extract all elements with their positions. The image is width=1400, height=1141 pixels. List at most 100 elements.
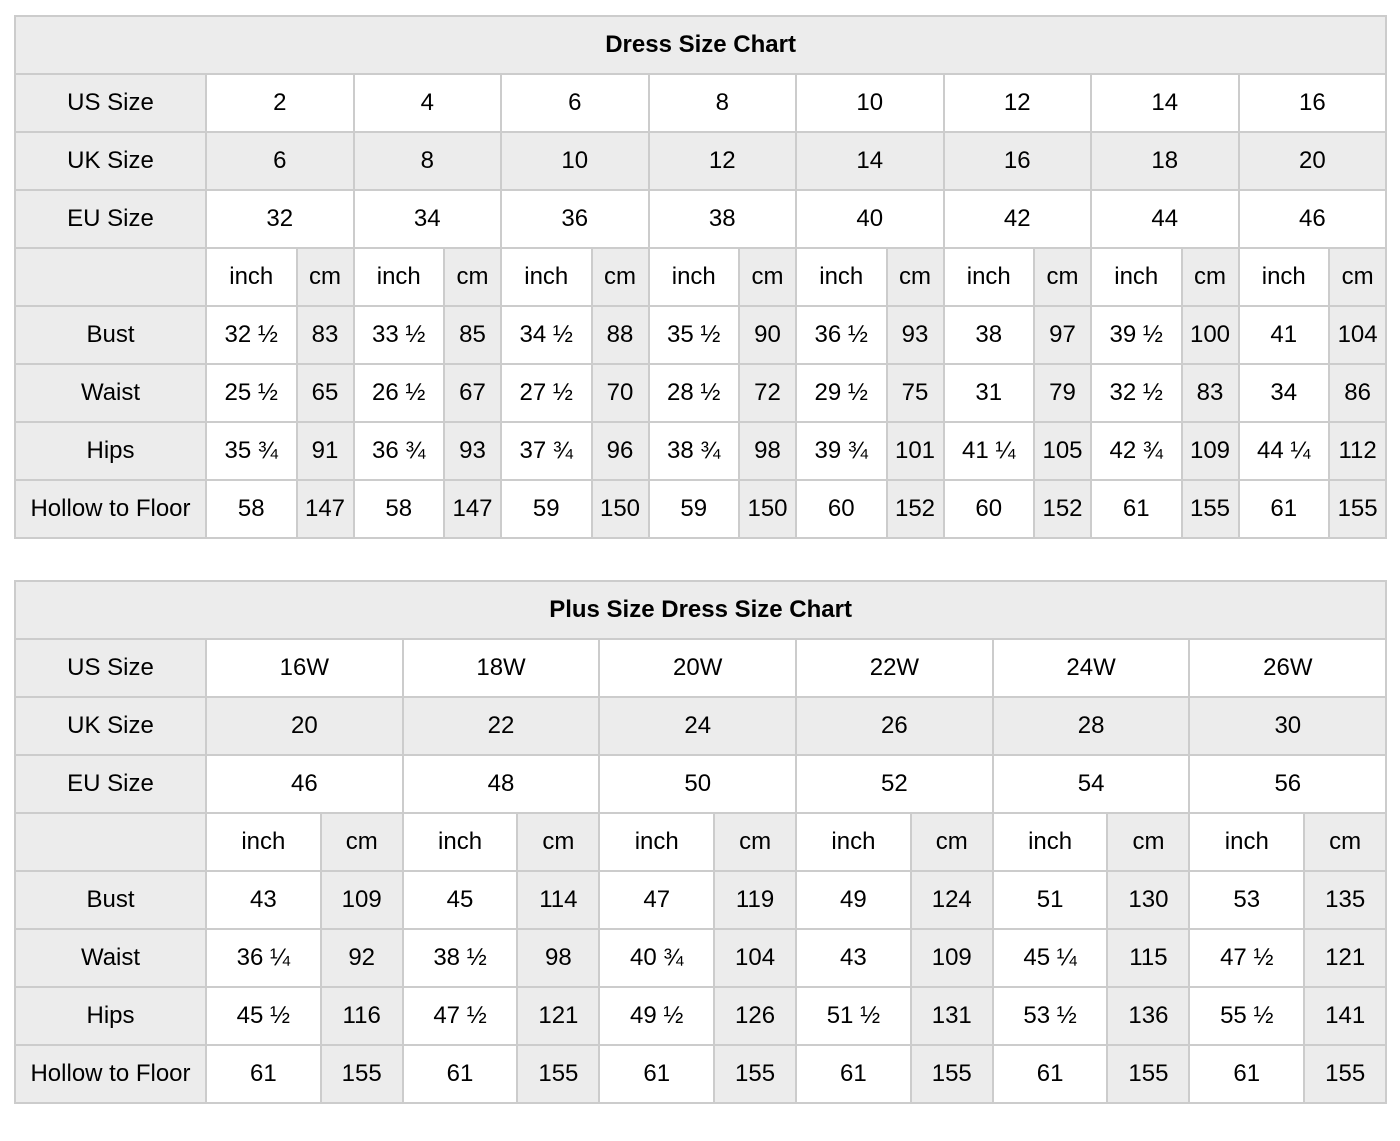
measure-cm-cell: 109	[909, 928, 994, 988]
size-value-cell: 16	[1237, 73, 1388, 133]
measure-inch-cell: 60	[942, 479, 1035, 539]
inch-header-cell: inch	[500, 247, 593, 307]
inch-header-cell: inch	[598, 812, 716, 872]
measure-inch-cell: 25 ½	[205, 363, 298, 423]
measure-cm-cell: 155	[1327, 479, 1388, 539]
size-value-cell: 50	[598, 754, 798, 814]
measure-cm-cell: 70	[590, 363, 650, 423]
measure-inch-cell: 58	[352, 479, 445, 539]
unit-header-row: inch cm inch cm inch cm inch cm inch cm inch cm inch…	[14, 247, 1388, 307]
measure-inch-cell: 35 ½	[647, 305, 740, 365]
measure-cm-cell: 93	[885, 305, 945, 365]
row-label: UK Size	[14, 131, 207, 191]
measure-cm-cell: 155	[1106, 1044, 1191, 1104]
size-row: US Size 2 4 6 8 10 12 14 16	[14, 73, 1388, 133]
measure-inch-cell: 37 ¾	[500, 421, 593, 481]
unit-header-row: inch cm inch cm inch cm inch cm inch cm inch cm	[14, 812, 1388, 872]
measure-inch-cell: 41 ¼	[942, 421, 1035, 481]
measure-cm-cell: 155	[516, 1044, 601, 1104]
measure-cm-cell: 86	[1327, 363, 1388, 423]
inch-header-cell: inch	[991, 812, 1109, 872]
size-value-cell: 18W	[401, 638, 601, 698]
measure-cm-cell: 115	[1106, 928, 1191, 988]
measure-cm-cell: 83	[295, 305, 355, 365]
size-value-cell: 22	[401, 696, 601, 756]
size-value-cell: 20	[1237, 131, 1388, 191]
measure-inch-cell: 32 ½	[205, 305, 298, 365]
measure-row: Hollow to Floor 58 147 58 147 59 150 59 150 60 152…	[14, 479, 1388, 539]
measure-inch-cell: 38 ¾	[647, 421, 740, 481]
size-value-cell: 32	[205, 189, 355, 249]
size-value-cell: 12	[647, 131, 797, 191]
measure-cm-cell: 91	[295, 421, 355, 481]
measure-inch-cell: 29 ½	[795, 363, 888, 423]
measure-row: Bust 32 ½ 83 33 ½ 85 34 ½ 88 35 ½ 90 36 ½ 93 38 97 39…	[14, 305, 1388, 365]
unit-corner-cell	[14, 247, 207, 307]
measure-cm-cell: 141	[1303, 986, 1388, 1046]
measure-inch-cell: 61	[1090, 479, 1183, 539]
cm-header-cell: cm	[885, 247, 945, 307]
measure-inch-cell: 40 ¾	[598, 928, 716, 988]
cm-header-cell: cm	[909, 812, 994, 872]
size-value-cell: 4	[352, 73, 502, 133]
measure-cm-cell: 130	[1106, 870, 1191, 930]
measure-inch-cell: 39 ½	[1090, 305, 1183, 365]
cm-header-cell: cm	[590, 247, 650, 307]
cm-header-cell: cm	[1033, 247, 1092, 307]
measure-cm-cell: 67	[443, 363, 502, 423]
row-label: US Size	[14, 638, 207, 698]
measure-row: Waist 36 ¼ 92 38 ½ 98 40 ¾ 104 43 109 45 ¼ 115 47 ½…	[14, 928, 1388, 988]
size-row: EU Size 32 34 36 38 40 42 44 46	[14, 189, 1388, 249]
row-label: EU Size	[14, 189, 207, 249]
measure-cm-cell: 79	[1033, 363, 1092, 423]
measure-inch-cell: 61	[991, 1044, 1109, 1104]
measure-inch-cell: 51	[991, 870, 1109, 930]
measure-cm-cell: 152	[1033, 479, 1092, 539]
measure-inch-cell: 59	[647, 479, 740, 539]
measure-inch-cell: 31	[942, 363, 1035, 423]
measure-cm-cell: 147	[443, 479, 502, 539]
measure-cm-cell: 136	[1106, 986, 1191, 1046]
measure-cm-cell: 92	[319, 928, 404, 988]
measure-inch-cell: 45	[401, 870, 519, 930]
measure-cm-cell: 150	[738, 479, 797, 539]
measure-cm-cell: 150	[590, 479, 650, 539]
size-value-cell: 14	[1090, 73, 1240, 133]
measure-inch-cell: 61	[205, 1044, 322, 1104]
size-value-cell: 26W	[1188, 638, 1388, 698]
measure-inch-cell: 59	[500, 479, 593, 539]
cm-header-cell: cm	[1327, 247, 1388, 307]
inch-header-cell: inch	[352, 247, 445, 307]
measure-cm-cell: 124	[909, 870, 994, 930]
row-label: UK Size	[14, 696, 207, 756]
row-label: Hollow to Floor	[14, 1044, 207, 1104]
size-value-cell: 36	[500, 189, 650, 249]
measure-cm-cell: 83	[1180, 363, 1240, 423]
measure-row: Hips 45 ½ 116 47 ½ 121 49 ½ 126 51 ½ 131 53 ½ 136 5…	[14, 986, 1388, 1046]
inch-header-cell: inch	[205, 812, 322, 872]
size-value-cell: 6	[500, 73, 650, 133]
measure-inch-cell: 45 ½	[205, 986, 322, 1046]
size-value-cell: 40	[795, 189, 945, 249]
row-label: EU Size	[14, 754, 207, 814]
size-value-cell: 30	[1188, 696, 1388, 756]
measure-inch-cell: 47	[598, 870, 716, 930]
row-label: Hollow to Floor	[14, 479, 207, 539]
measure-inch-cell: 61	[1188, 1044, 1306, 1104]
measure-cm-cell: 97	[1033, 305, 1092, 365]
measure-cm-cell: 152	[885, 479, 945, 539]
size-value-cell: 24	[598, 696, 798, 756]
measure-cm-cell: 75	[885, 363, 945, 423]
inch-header-cell: inch	[795, 247, 888, 307]
size-row: UK Size 20 22 24 26 28 30	[14, 696, 1388, 756]
measure-row: Bust 43 109 45 114 47 119 49 124 51 130 53 135	[14, 870, 1388, 930]
measure-inch-cell: 42 ¾	[1090, 421, 1183, 481]
row-label: Hips	[14, 986, 207, 1046]
measure-inch-cell: 53	[1188, 870, 1306, 930]
size-value-cell: 28	[991, 696, 1191, 756]
size-value-cell: 34	[352, 189, 502, 249]
size-value-cell: 56	[1188, 754, 1388, 814]
measure-cm-cell: 114	[516, 870, 601, 930]
size-value-cell: 44	[1090, 189, 1240, 249]
